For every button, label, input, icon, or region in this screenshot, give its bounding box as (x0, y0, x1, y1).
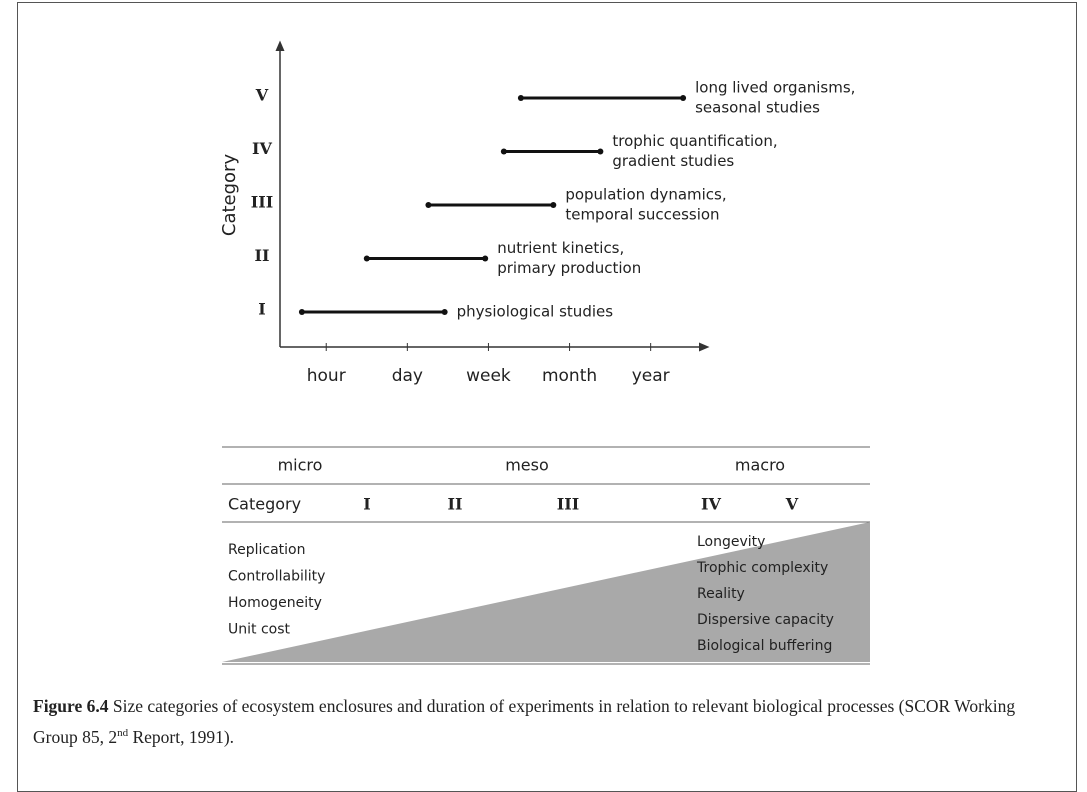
x-tick-label: day (392, 366, 423, 386)
range-annotation: temporal succession (565, 206, 719, 224)
left-property: Replication (228, 542, 305, 558)
range-end (363, 255, 370, 262)
range-annotation: trophic quantification, (612, 132, 777, 150)
x-tick-label: week (466, 366, 511, 386)
y-axis-label: Category (219, 154, 240, 237)
range-annotation: nutrient kinetics, (497, 239, 624, 257)
category-cell: V (785, 495, 799, 514)
right-property: Trophic complexity (696, 560, 828, 576)
category-label: IV (252, 139, 272, 158)
range-end (550, 202, 557, 208)
category-cell: II (448, 495, 463, 514)
range-end (680, 95, 687, 101)
caption-end: Report, 1991). (128, 726, 235, 747)
range-annotation: long lived organisms, (695, 79, 855, 97)
caption-label: Figure 6.4 (33, 696, 109, 716)
range-end (298, 309, 305, 315)
category-label: II (255, 246, 270, 265)
range-end (500, 148, 507, 155)
right-property: Longevity (697, 534, 765, 550)
caption-text: Size categories of ecosystem enclosures … (33, 696, 1016, 747)
category-label: III (251, 193, 273, 212)
range-annotation: physiological studies (457, 303, 614, 321)
range-end (597, 148, 604, 155)
caption: Figure 6.4 Size categories of ecosystem … (33, 693, 1063, 751)
category-cell: III (557, 495, 579, 514)
group-label: meso (505, 456, 549, 475)
category-cell: I (363, 495, 370, 514)
range-end (482, 255, 489, 262)
left-property: Homogeneity (228, 595, 322, 611)
category-label: V (255, 86, 269, 105)
range-end (425, 202, 432, 208)
gradient-wedge (222, 522, 870, 662)
right-property: Biological buffering (697, 638, 832, 654)
group-label: micro (278, 456, 323, 475)
caption-sup: nd (117, 727, 129, 739)
category-cell: IV (701, 495, 721, 514)
range-annotation: gradient studies (612, 152, 734, 170)
range-annotation: population dynamics, (565, 186, 726, 204)
x-tick-label: year (632, 366, 670, 386)
row-header: Category (228, 495, 301, 514)
range-end (517, 95, 524, 101)
right-property: Reality (697, 586, 745, 602)
x-tick-label: month (542, 366, 597, 386)
left-property: Unit cost (228, 622, 291, 638)
range-annotation: primary production (497, 259, 641, 277)
x-tick-label: hour (307, 366, 346, 386)
group-label: macro (735, 456, 785, 475)
figure-graphic: Category Category hour day week month year I p… (219, 40, 870, 665)
page: {"figure": { "chart": { "type": "range",… (17, 2, 1077, 792)
right-property: Dispersive capacity (697, 612, 834, 628)
left-property: Controllability (228, 569, 325, 585)
category-label: I (258, 300, 265, 319)
range-end (441, 309, 448, 315)
range-annotation: seasonal studies (695, 99, 820, 117)
